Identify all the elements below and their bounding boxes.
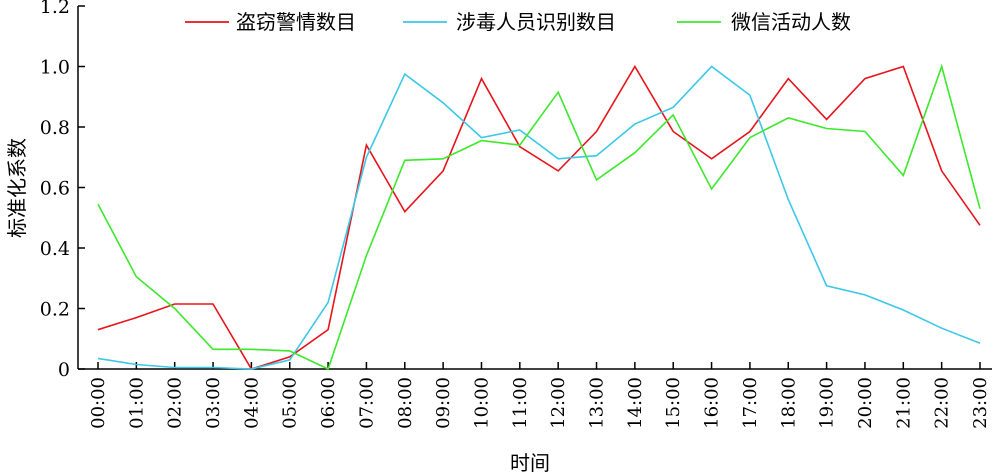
y-tick-label: 0.4 <box>40 238 70 260</box>
x-tick-label: 03:00 <box>203 377 224 429</box>
x-tick-label: 16:00 <box>702 377 723 429</box>
legend-label-0: 盗窃警情数目 <box>236 10 356 34</box>
x-tick-label: 22:00 <box>932 377 953 429</box>
x-tick-label: 12:00 <box>548 377 569 429</box>
x-tick-label: 02:00 <box>165 377 186 429</box>
legend-label-2: 微信活动人数 <box>731 10 851 34</box>
x-tick-label: 11:00 <box>510 377 531 429</box>
x-tick-label: 00:00 <box>88 377 109 429</box>
y-tick-label: 0.2 <box>40 299 70 321</box>
x-tick-label: 07:00 <box>356 377 377 429</box>
x-tick-label: 01:00 <box>126 377 147 429</box>
x-tick-label: 09:00 <box>433 377 454 429</box>
x-tick-label: 10:00 <box>471 377 492 429</box>
x-axis-label: 时间 <box>510 451 550 474</box>
x-tick-label: 14:00 <box>625 377 646 429</box>
series-line-1 <box>97 65 981 370</box>
series-line-0 <box>97 64 981 370</box>
y-tick-label: 0 <box>58 359 70 381</box>
x-tick-label: 20:00 <box>855 377 876 429</box>
series-lines <box>97 63 981 371</box>
x-tick-label: 18:00 <box>778 377 799 429</box>
x-tick-label: 23:00 <box>970 377 991 429</box>
x-tick-label: 17:00 <box>740 377 761 429</box>
x-tick-label: 04:00 <box>241 377 262 429</box>
legend-label-1: 涉毒人员识别数目 <box>456 10 616 34</box>
x-tick-label: 06:00 <box>318 377 339 429</box>
series-line-2 <box>97 63 981 371</box>
x-tick-label: 13:00 <box>587 377 608 429</box>
x-tick-label: 21:00 <box>893 377 914 429</box>
axes: 0 0.2 0.4 0.6 0.8 1.0 1.2 00:00 01:00 02:00 03:00 0… <box>40 0 992 429</box>
y-tick-label: 0.8 <box>40 117 70 139</box>
y-axis-label: 标准化系数 <box>5 138 29 238</box>
x-tick-label: 05:00 <box>280 377 301 429</box>
legend: 盗窃警情数目 涉毒人员识别数目 微信活动人数 <box>185 10 851 34</box>
y-tick-label: 1.0 <box>40 57 70 79</box>
y-tick-label: 1.2 <box>40 0 70 18</box>
x-tick-label: 19:00 <box>817 377 838 429</box>
y-tick-label: 0.6 <box>40 178 70 200</box>
x-tick-label: 15:00 <box>663 377 684 429</box>
x-tick-label: 08:00 <box>395 377 416 429</box>
